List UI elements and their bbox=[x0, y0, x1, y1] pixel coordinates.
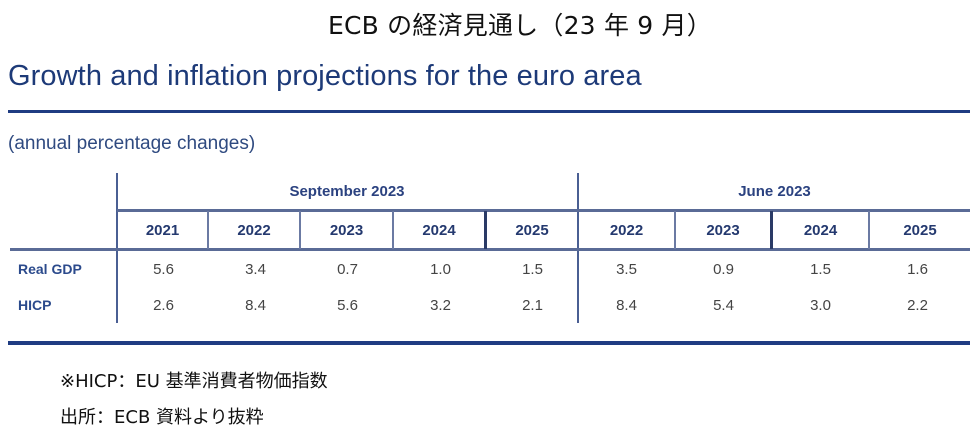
table-cell: 2.2 bbox=[907, 297, 928, 314]
table-cell: 3.4 bbox=[245, 261, 266, 278]
hicp-footnote: ※HICP：EU 基準消費者物価指数 bbox=[60, 371, 328, 392]
title-divider bbox=[8, 110, 970, 113]
year-header: 2025 bbox=[515, 221, 549, 239]
table-cell: 3.0 bbox=[810, 297, 831, 314]
group-header-june: June 2023 bbox=[738, 183, 811, 200]
row-label: HICP bbox=[18, 297, 52, 313]
units-subtitle: (annual percentage changes) bbox=[8, 133, 256, 154]
table-cell: 1.0 bbox=[430, 261, 451, 278]
document-title: Growth and inflation projections for the… bbox=[8, 60, 642, 92]
year-header: 2023 bbox=[676, 211, 773, 249]
table-cell: 0.7 bbox=[337, 261, 358, 278]
year-header: 2023 bbox=[301, 211, 394, 249]
year-header: 2021 bbox=[118, 211, 209, 249]
table-cell: 8.4 bbox=[616, 297, 637, 314]
table-cell: 3.2 bbox=[430, 297, 451, 314]
table-cell: 2.6 bbox=[153, 297, 174, 314]
table-cell: 1.5 bbox=[522, 261, 543, 278]
row-label: Real GDP bbox=[18, 261, 82, 277]
table-cell: 1.5 bbox=[810, 261, 831, 278]
table-cell: 5.6 bbox=[153, 261, 174, 278]
table-cell: 8.4 bbox=[245, 297, 266, 314]
year-header-rule bbox=[10, 248, 970, 251]
table-cell: 3.5 bbox=[616, 261, 637, 278]
table-cell: 5.4 bbox=[713, 297, 734, 314]
year-header: 2022 bbox=[579, 211, 676, 249]
source-footnote: 出所：ECB 資料より抜粋 bbox=[60, 407, 264, 428]
year-header: 2025 bbox=[903, 221, 937, 239]
table-cell: 5.6 bbox=[337, 297, 358, 314]
table-cell: 2.1 bbox=[522, 297, 543, 314]
group-header-rule bbox=[117, 209, 970, 212]
table-cell: 0.9 bbox=[713, 261, 734, 278]
group-header-september: September 2023 bbox=[289, 183, 405, 200]
year-header: 2022 bbox=[209, 211, 301, 249]
year-header: 2024 bbox=[773, 211, 870, 249]
table-cell: 1.6 bbox=[907, 261, 928, 278]
japanese-title: ECB の経済見通し（23 年 9 月） bbox=[328, 11, 712, 40]
year-header: 2024 bbox=[394, 211, 487, 249]
table-bottom-rule bbox=[8, 341, 970, 345]
